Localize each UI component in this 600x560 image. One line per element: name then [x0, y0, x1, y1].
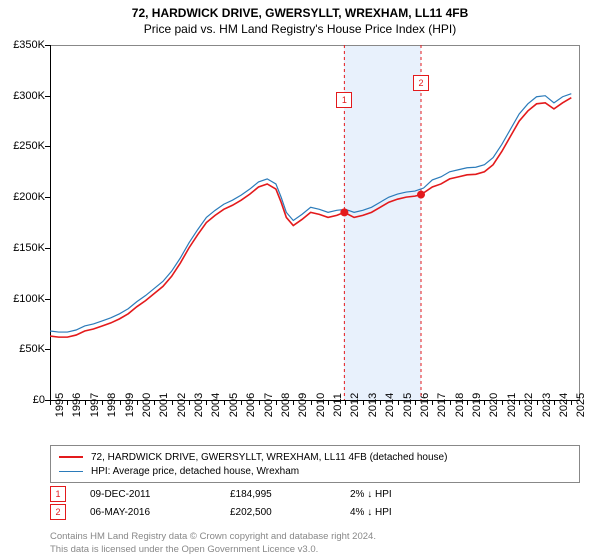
xtick-mark	[154, 400, 155, 405]
footer-line2: This data is licensed under the Open Gov…	[50, 544, 376, 556]
ytick-label: £250K	[0, 140, 45, 152]
sale-price: £202,500	[230, 507, 272, 518]
xtick-mark	[311, 400, 312, 405]
xtick-mark	[102, 400, 103, 405]
series-price_paid	[50, 98, 571, 337]
legend-swatch	[59, 471, 83, 472]
sale-table-row: 2 06-MAY-2016 £202,500 4% ↓ HPI	[50, 504, 580, 520]
xtick-mark	[502, 400, 503, 405]
sale-date: 06-MAY-2016	[90, 507, 150, 518]
ytick-label: £200K	[0, 191, 45, 203]
legend-label: HPI: Average price, detached house, Wrex…	[91, 466, 299, 477]
xtick-mark	[380, 400, 381, 405]
xtick-mark	[206, 400, 207, 405]
xtick-mark	[554, 400, 555, 405]
sale-point	[417, 191, 425, 199]
xtick-mark	[67, 400, 68, 405]
ytick-label: £0	[0, 394, 45, 406]
xtick-mark	[189, 400, 190, 405]
xtick-mark	[120, 400, 121, 405]
xtick-mark	[484, 400, 485, 405]
xtick-mark	[345, 400, 346, 405]
xtick-mark	[519, 400, 520, 405]
xtick-mark	[398, 400, 399, 405]
xtick-mark	[276, 400, 277, 405]
sale-marker-label: 2	[413, 75, 429, 91]
chart-subtitle: Price paid vs. HM Land Registry's House …	[0, 20, 600, 40]
sale-delta: 2% ↓ HPI	[350, 489, 392, 500]
xtick-mark	[363, 400, 364, 405]
ytick-label: £350K	[0, 39, 45, 51]
xtick-mark	[172, 400, 173, 405]
xtick-mark	[432, 400, 433, 405]
xtick-mark	[415, 400, 416, 405]
xtick-mark	[293, 400, 294, 405]
sale-marker-label: 1	[336, 92, 352, 108]
chart-title: 72, HARDWICK DRIVE, GWERSYLLT, WREXHAM, …	[0, 0, 600, 20]
legend-row: 72, HARDWICK DRIVE, GWERSYLLT, WREXHAM, …	[59, 450, 571, 464]
xtick-mark	[467, 400, 468, 405]
chart-lines	[50, 45, 580, 400]
xtick-mark	[537, 400, 538, 405]
legend-row: HPI: Average price, detached house, Wrex…	[59, 464, 571, 478]
sale-price: £184,995	[230, 489, 272, 500]
xtick-mark	[85, 400, 86, 405]
xtick-mark	[137, 400, 138, 405]
sale-point	[340, 208, 348, 216]
ytick-label: £50K	[0, 343, 45, 355]
legend-swatch	[59, 456, 83, 458]
xtick-mark	[450, 400, 451, 405]
xtick-mark	[571, 400, 572, 405]
sale-delta: 4% ↓ HPI	[350, 507, 392, 518]
sale-row-marker: 1	[50, 486, 66, 502]
xtick-mark	[224, 400, 225, 405]
legend: 72, HARDWICK DRIVE, GWERSYLLT, WREXHAM, …	[50, 445, 580, 483]
xtick-mark	[241, 400, 242, 405]
xtick-mark	[259, 400, 260, 405]
footer: Contains HM Land Registry data © Crown c…	[50, 531, 376, 556]
footer-line1: Contains HM Land Registry data © Crown c…	[50, 531, 376, 543]
xtick-mark	[50, 400, 51, 405]
ytick-label: £300K	[0, 90, 45, 102]
legend-label: 72, HARDWICK DRIVE, GWERSYLLT, WREXHAM, …	[91, 452, 447, 463]
xtick-mark	[328, 400, 329, 405]
sale-table-row: 1 09-DEC-2011 £184,995 2% ↓ HPI	[50, 486, 580, 502]
sale-date: 09-DEC-2011	[90, 489, 150, 500]
sale-row-marker: 2	[50, 504, 66, 520]
ytick-label: £150K	[0, 242, 45, 254]
ytick-label: £100K	[0, 293, 45, 305]
